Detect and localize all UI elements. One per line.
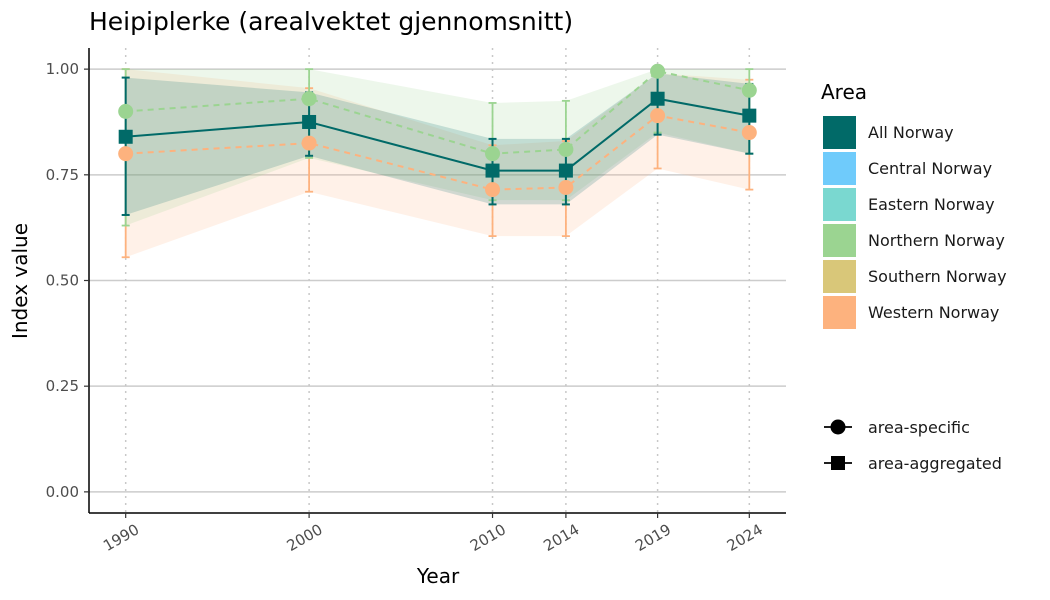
data-point [302, 114, 317, 129]
data-point [650, 91, 665, 106]
data-point [741, 125, 757, 141]
data-point [485, 163, 500, 178]
confidence-band [125, 73, 750, 215]
data-point [741, 82, 757, 98]
legend-swatch [823, 296, 856, 329]
y-axis-ticks: 0.00 0.25 0.50 0.75 1.00 [46, 60, 89, 501]
series-line [125, 114, 750, 191]
x-tick-label: 2010 [467, 520, 509, 555]
data-point [650, 108, 666, 124]
legend-shape-label: area-aggregated [868, 454, 1002, 473]
data-point [118, 146, 134, 162]
legend-shape-items: area-specific area-aggregated [824, 418, 1002, 473]
confidence-bands [125, 69, 750, 258]
y-axis-title: Index value [8, 223, 32, 339]
x-tick-label: 2024 [724, 520, 766, 555]
legend-area-label: Eastern Norway [868, 195, 995, 214]
series-line [125, 97, 750, 172]
data-point [650, 63, 666, 79]
data-point [558, 180, 574, 195]
legend-area-label: Southern Norway [868, 267, 1007, 286]
legend-swatch [823, 188, 856, 221]
data-point [558, 141, 574, 157]
legend-area-label: Western Norway [868, 303, 999, 322]
x-tick-label: 1990 [100, 520, 142, 555]
series-points [118, 63, 757, 198]
legend-title: Area [821, 80, 867, 104]
legend-swatch [823, 224, 856, 257]
confidence-band [125, 69, 750, 258]
legend-area-items: All Norway Central Norway Eastern Norway No… [823, 116, 1007, 329]
data-point [118, 103, 134, 119]
series-lines [125, 70, 750, 191]
legend-swatch [823, 152, 856, 185]
y-tick-label: 0.25 [46, 377, 79, 395]
legend-area-label: Northern Norway [868, 231, 1005, 250]
data-point [742, 108, 757, 123]
legend-swatch [823, 260, 856, 293]
x-axis-title: Year [416, 564, 460, 588]
y-tick-label: 0.00 [46, 483, 79, 501]
legend-shape-label: area-specific [868, 418, 970, 437]
data-point [301, 91, 317, 107]
legend-swatch [823, 116, 856, 149]
data-point [558, 163, 573, 178]
data-point [118, 129, 133, 144]
x-tick-label: 2014 [540, 520, 582, 555]
x-axis-ticks: 1990 2000 2010 2014 2019 2024 [100, 513, 766, 555]
data-point [301, 135, 317, 151]
y-tick-label: 0.50 [46, 272, 79, 290]
y-tick-label: 1.00 [46, 60, 79, 78]
x-tick-label: 2000 [284, 520, 326, 555]
y-tick-label: 0.75 [46, 166, 79, 184]
legend-square-icon [831, 456, 845, 470]
data-point [485, 146, 501, 162]
series-line [125, 70, 750, 155]
legend-area-label: Central Norway [868, 159, 992, 178]
legend-circle-icon [830, 419, 846, 435]
chart-title: Heipiplerke (arealvektet gjennomsnitt) [89, 7, 573, 36]
x-tick-label: 2019 [632, 520, 674, 555]
legend-area-label: All Norway [868, 123, 954, 142]
legend: Area All Norway Central Norway Eastern Nor… [821, 80, 1007, 473]
data-point [485, 182, 501, 198]
confidence-band [125, 69, 750, 226]
